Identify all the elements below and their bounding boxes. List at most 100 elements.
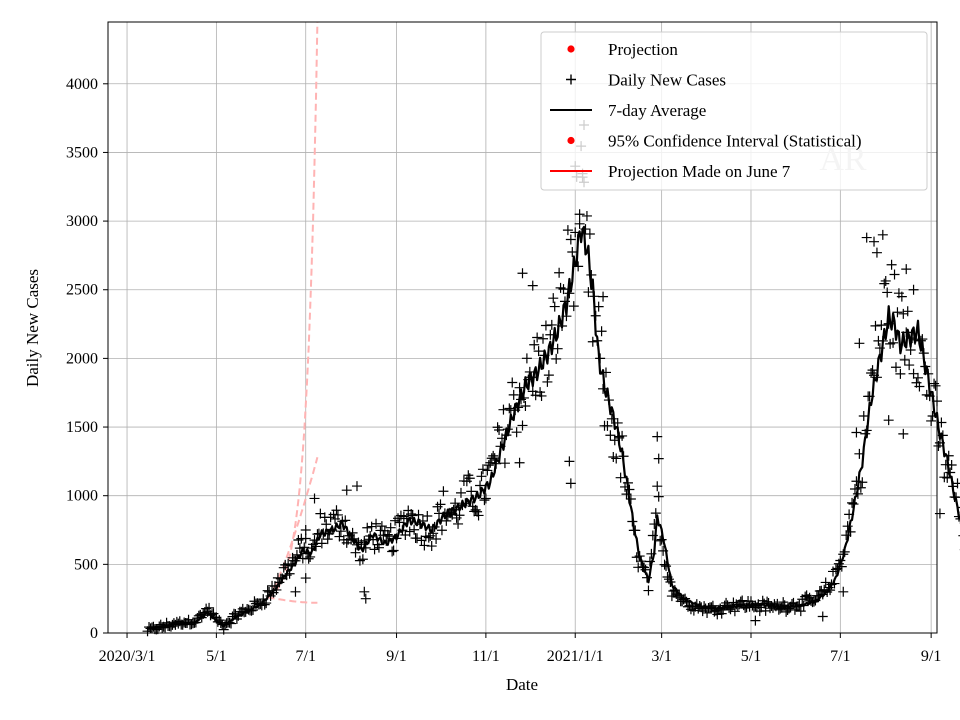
daily-case-marker (674, 590, 685, 601)
daily-case-marker (901, 264, 912, 275)
daily-case-marker (820, 577, 831, 588)
daily-case-marker (625, 493, 636, 504)
daily-case-marker (653, 453, 664, 464)
x-tick-label: 3/1 (651, 648, 671, 665)
daily-case-marker (712, 609, 723, 620)
daily-case-marker (892, 307, 903, 318)
daily-case-marker (644, 556, 655, 567)
daily-case-marker (899, 354, 910, 365)
daily-case-marker (455, 487, 466, 498)
daily-case-marker (870, 320, 881, 331)
early-projection-line (267, 21, 319, 599)
daily-case-marker (404, 526, 415, 537)
daily-case-marker (477, 464, 488, 475)
daily-case-marker (529, 339, 540, 350)
y-tick-label: 2500 (66, 282, 98, 299)
daily-case-marker (385, 522, 396, 533)
daily-case-marker (554, 267, 565, 278)
daily-case-marker (598, 291, 609, 302)
x-axis-label: Date (506, 675, 538, 694)
y-tick-label: 0 (90, 625, 98, 642)
daily-case-marker (382, 529, 393, 540)
y-tick-label: 500 (74, 556, 98, 573)
daily-case-marker (362, 522, 373, 533)
y-tick-label: 2000 (66, 350, 98, 367)
daily-case-marker (611, 453, 622, 464)
daily-case-marker (426, 541, 437, 552)
legend-label: Projection (608, 40, 678, 59)
x-tick-label: 2021/1/1 (547, 648, 604, 665)
daily-case-marker (574, 209, 585, 220)
daily-case-marker (895, 368, 906, 379)
daily-case-marker (915, 335, 926, 346)
daily-case-marker (702, 607, 713, 618)
daily-case-marker (912, 372, 923, 383)
daily-case-marker (551, 353, 562, 364)
daily-case-marker (750, 615, 761, 626)
legend-label: Daily New Cases (608, 71, 726, 90)
daily-case-marker (351, 481, 362, 492)
daily-case-marker (817, 589, 828, 600)
daily-case-marker (602, 420, 613, 431)
daily-case-marker (423, 532, 434, 543)
x-tick-label: 5/1 (206, 648, 226, 665)
daily-case-marker (476, 471, 487, 482)
early-projection-line (267, 596, 318, 604)
daily-case-marker (492, 422, 503, 433)
daily-case-marker (532, 332, 543, 343)
daily-case-marker (889, 269, 900, 280)
daily-case-marker (883, 415, 894, 426)
daily-case-marker (898, 428, 909, 439)
daily-case-marker (858, 411, 869, 422)
daily-case-marker (422, 510, 433, 521)
daily-case-marker (473, 510, 484, 521)
daily-case-marker (552, 343, 563, 354)
daily-case-marker (886, 259, 897, 270)
daily-case-marker (930, 380, 941, 391)
y-tick-label: 3000 (66, 213, 98, 230)
daily-case-marker (867, 365, 878, 376)
daily-case-marker (303, 553, 314, 564)
daily-case-marker (817, 611, 828, 622)
daily-case-marker (485, 457, 496, 468)
daily-case-marker (871, 247, 882, 258)
daily-case-marker (929, 378, 940, 389)
daily-case-marker (851, 427, 862, 438)
daily-case-marker (416, 535, 427, 546)
daily-case-marker (564, 456, 575, 467)
daily-case-marker (538, 333, 549, 344)
daily-case-marker (482, 465, 493, 476)
daily-case-marker (514, 382, 525, 393)
daily-case-marker (521, 353, 532, 364)
daily-case-marker (606, 413, 617, 424)
daily-case-marker (470, 504, 481, 515)
x-tick-label: 2020/3/1 (99, 648, 156, 665)
daily-case-marker (955, 513, 960, 524)
daily-case-marker (861, 232, 872, 243)
daily-case-marker (453, 518, 464, 529)
daily-case-marker (952, 478, 960, 489)
daily-case-marker (331, 505, 342, 516)
x-tick-label: 9/1 (921, 648, 941, 665)
daily-case-marker (584, 229, 595, 240)
daily-case-marker (340, 515, 351, 526)
daily-case-marker (565, 478, 576, 489)
daily-case-marker (548, 293, 559, 304)
daily-case-marker (533, 346, 544, 357)
daily-case-marker (902, 306, 913, 317)
daily-case-marker (479, 495, 490, 506)
daily-case-marker (536, 390, 547, 401)
daily-case-marker (842, 521, 853, 532)
daily-case-marker (567, 246, 578, 257)
daily-case-marker (888, 337, 899, 348)
daily-case-marker (494, 425, 505, 436)
daily-case-marker (896, 291, 907, 302)
early-projection-lines (266, 21, 319, 604)
daily-case-marker (520, 400, 531, 411)
daily-case-marker (876, 320, 887, 331)
daily-case-marker (877, 229, 888, 240)
daily-case-marker (409, 524, 420, 535)
legend: Projection Daily New Cases 7-day Average 95… (540, 31, 928, 191)
daily-case-marker (540, 320, 551, 331)
